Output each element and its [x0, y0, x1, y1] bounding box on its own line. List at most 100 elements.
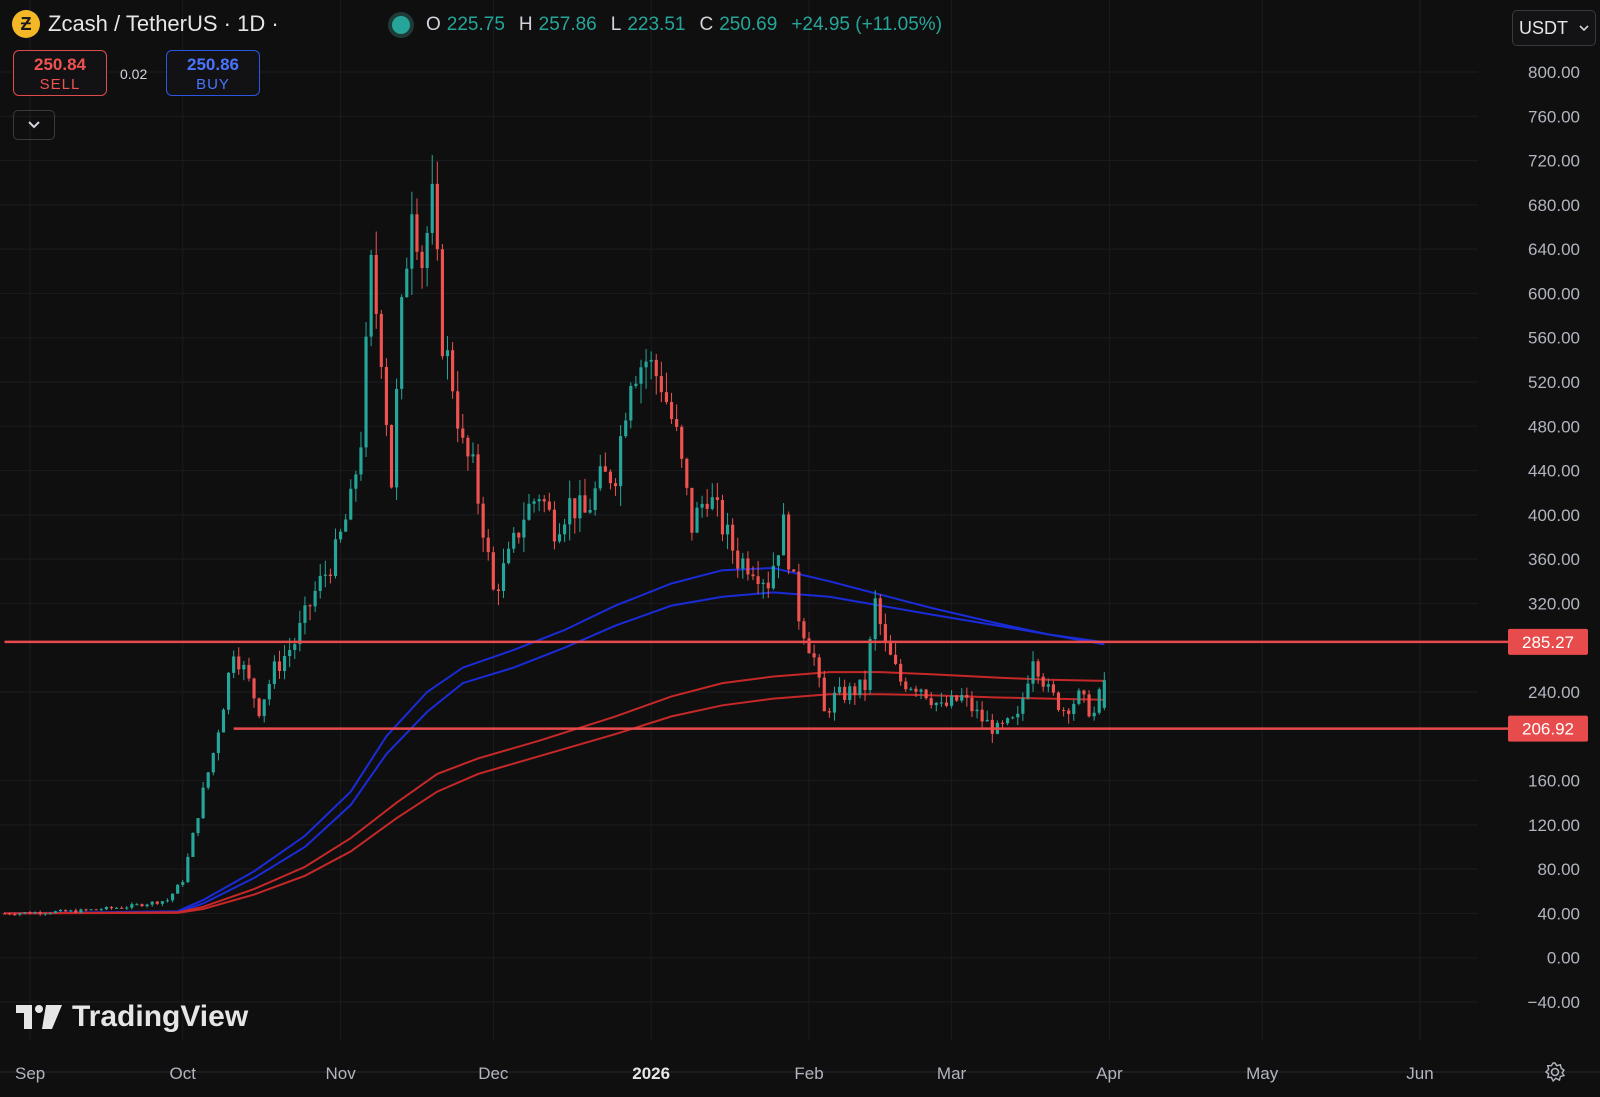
candle-down — [140, 904, 144, 907]
price-axis[interactable]: 800.00 760.00 720.00 680.00 640.00 600.00 560.… — [1528, 63, 1580, 1012]
tradingview-logo[interactable]: TradingView — [16, 1000, 248, 1034]
candle-down — [970, 697, 974, 712]
candle-down — [1082, 690, 1086, 695]
candle-down — [664, 392, 669, 403]
spread-value: 0.02 — [120, 66, 148, 82]
candle-up — [1031, 661, 1035, 684]
candle-down — [435, 183, 439, 250]
x-tick-label: Feb — [794, 1064, 823, 1083]
candle-up — [232, 656, 236, 673]
candle-up — [33, 912, 37, 914]
x-tick-label: 2026 — [632, 1064, 670, 1083]
candle-up — [629, 385, 633, 421]
candle-down — [573, 498, 577, 519]
candle-up — [624, 420, 628, 437]
candle-up — [323, 574, 327, 576]
candle-down — [715, 497, 719, 500]
candle-down — [1000, 722, 1005, 724]
x-tick-label: Dec — [478, 1064, 509, 1083]
candle-up — [741, 558, 745, 569]
candle-up — [216, 732, 220, 754]
candle-down — [1051, 684, 1055, 693]
price-levels: 285.27 206.92 — [4, 628, 1588, 742]
price-level-tag — [1508, 628, 1588, 655]
y-tick-label: 320.00 — [1528, 594, 1580, 613]
candle-up — [339, 531, 343, 540]
red-moving-average-line — [4, 671, 1105, 915]
candle-down — [1036, 661, 1040, 677]
candle-down — [252, 678, 256, 699]
candle-up — [405, 268, 409, 298]
symbol-title[interactable]: Zcash / TetherUS · 1D · — [48, 11, 279, 36]
candle-up — [1097, 689, 1101, 713]
candle-down — [308, 605, 312, 607]
candle-up — [1102, 680, 1106, 708]
candle-up — [349, 488, 353, 520]
candle-down — [888, 642, 893, 655]
buy-price: 250.86 — [187, 55, 239, 74]
currency-select[interactable]: USDT — [1512, 10, 1596, 46]
collapse-button[interactable] — [13, 110, 55, 140]
ohlc-legend: O 225.75 H 257.86 L 223.51 C 250.69 +24.95 (… — [392, 14, 942, 36]
candle-up — [557, 534, 562, 542]
candle-up — [1046, 684, 1050, 687]
candle-down — [38, 912, 42, 914]
candle-down — [654, 359, 658, 377]
blue-moving-average-line — [4, 566, 1105, 915]
candle-up — [644, 361, 648, 368]
candle-up — [186, 856, 190, 883]
y-tick-label: 80.00 — [1537, 860, 1580, 879]
candle-down — [853, 686, 857, 695]
x-tick-label: Oct — [170, 1064, 197, 1083]
candle-down — [787, 514, 791, 570]
candle-up — [1016, 713, 1020, 718]
candle-up — [1021, 698, 1025, 714]
candle-up — [410, 214, 414, 269]
candle-down — [613, 483, 618, 487]
market-status-icon[interactable] — [392, 16, 410, 34]
candle-down — [685, 458, 689, 488]
candle-up — [1092, 712, 1096, 717]
y-tick-label: 760.00 — [1528, 107, 1580, 126]
candle-down — [914, 688, 918, 692]
candle-down — [456, 391, 460, 429]
candle-up — [318, 575, 322, 591]
candle-down — [420, 251, 424, 268]
candle-up — [283, 656, 287, 671]
chevron-down-icon — [28, 121, 40, 129]
candle-up — [400, 297, 404, 389]
candle-down — [817, 657, 821, 678]
candle-up — [170, 893, 175, 901]
candle-up — [1011, 717, 1015, 719]
x-tick-label: Nov — [325, 1064, 356, 1083]
candle-up — [471, 454, 475, 457]
candle-up — [710, 497, 714, 509]
symbol-header[interactable]: Ƶ Zcash / TetherUS · 1D · — [12, 10, 279, 38]
candle-down — [899, 663, 903, 682]
red-moving-average-line — [4, 693, 1105, 915]
candle-down — [731, 524, 735, 551]
candle-up — [288, 650, 292, 657]
candle-up — [104, 906, 108, 910]
candle-down — [547, 501, 551, 510]
candle-up — [776, 555, 781, 566]
time-axis[interactable]: Sep Oct Nov Dec 2026 Feb Mar Apr May Jun — [0, 1064, 1600, 1083]
candle-down — [822, 677, 826, 712]
sell-button[interactable]: 250.84 SELL — [13, 50, 107, 96]
candle-down — [328, 574, 332, 577]
candle-up — [298, 622, 302, 645]
candle-down — [705, 503, 709, 509]
y-tick-label: 0.00 — [1547, 949, 1580, 968]
candle-down — [74, 910, 78, 913]
candle-up — [181, 882, 185, 885]
buy-button[interactable]: 250.86 BUY — [166, 50, 260, 96]
candle-up — [267, 683, 271, 700]
candle-up — [837, 686, 842, 693]
candle-down — [384, 366, 388, 425]
settings-gear-icon[interactable] — [1543, 1060, 1567, 1084]
candle-down — [766, 582, 770, 589]
y-tick-label: 520.00 — [1528, 373, 1580, 392]
candle-up — [634, 383, 638, 386]
y-tick-label: −40.00 — [1528, 993, 1580, 1012]
